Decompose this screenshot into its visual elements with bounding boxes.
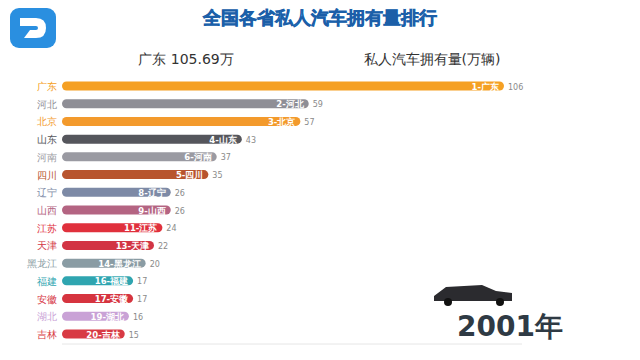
category-label: 辽宁 [37,187,57,198]
bar [62,223,162,232]
data-label: 43 [246,136,256,145]
bar [62,312,129,321]
bar [62,117,300,126]
chart-svg: 全国各省私人汽车拥有量排行广东 105.69万 私人汽车拥有量(万辆) 广东 1-广东… [0,0,640,360]
data-label: 15 [129,331,139,340]
bar-label: 20-吉林 [86,330,120,340]
category-label: 吉林 [37,329,57,340]
x-axis-line [62,344,522,345]
bar [62,206,171,215]
data-label: 57 [304,118,314,127]
bar-label: 17-安徽 [95,294,129,304]
category-label: 山东 [37,134,57,145]
data-label: 26 [175,189,185,198]
bar [62,135,242,144]
car-wheel [496,298,504,306]
bar [62,152,217,161]
bar [62,294,133,303]
data-label: 16 [133,313,143,322]
bar-label: 8-辽宁 [138,188,165,198]
bar-label: 2-河北 [276,99,304,109]
data-label: 35 [212,171,222,180]
bar [62,259,146,268]
bar-label: 16-福建 [95,276,128,286]
bar-label: 3-北京 [268,117,295,127]
data-label: 106 [508,83,523,92]
bar [62,82,504,91]
bar-label: 14-黑龙江 [98,259,140,269]
car-icon [434,285,512,306]
bar-label: 19-湖北 [91,312,125,322]
logo-mark [20,18,46,38]
bar [62,99,309,108]
category-label: 河北 [37,99,57,110]
bar [62,330,125,339]
data-label: 59 [313,100,323,109]
category-label: 山西 [37,205,57,216]
data-label: 24 [166,224,176,233]
data-label: 17 [137,295,147,304]
bar-label: 13-天津 [116,241,149,251]
bar-label: 1-广东 [472,82,499,92]
labels: 广东1-广东106河北2-河北59北京3-北京57山东4-山东43河南6-河南3… [27,81,523,340]
year-label: 2001年 [457,310,563,343]
bar [62,188,171,197]
bar [62,276,133,285]
bar-label: 4-山东 [209,135,236,145]
logo [10,8,56,48]
bar-label: 5-四川 [176,170,203,180]
bar-label: 9-山西 [138,206,165,216]
category-label: 河南 [37,152,57,163]
category-label: 黑龙江 [27,258,57,269]
category-label: 湖北 [37,311,57,322]
category-label: 四川 [37,170,57,181]
category-label: 安徽 [37,294,57,305]
bar-label: 6-河南 [184,152,211,162]
data-label: 17 [137,277,147,286]
title: 全国各省私人汽车拥有量排行 [202,7,437,28]
x-axis-label: 私人汽车拥有量(万辆) [364,51,501,67]
logo-bg [10,8,56,48]
data-label: 37 [221,153,231,162]
bar-label: 11-江苏 [124,223,157,233]
category-label: 北京 [37,116,57,127]
bar [62,241,154,250]
category-label: 广东 [37,81,57,92]
category-label: 江苏 [37,223,57,234]
category-label: 天津 [37,240,57,251]
data-label: 22 [158,242,168,251]
data-label: 20 [150,260,160,269]
chart-root: 全国各省私人汽车拥有量排行广东 105.69万 私人汽车拥有量(万辆) 广东 1-广东… [0,0,640,360]
data-label: 26 [175,207,185,216]
car-wheel [444,298,452,306]
subtitle: 广东 105.69万 [138,51,233,67]
bar [62,170,208,179]
category-label: 福建 [37,276,57,287]
